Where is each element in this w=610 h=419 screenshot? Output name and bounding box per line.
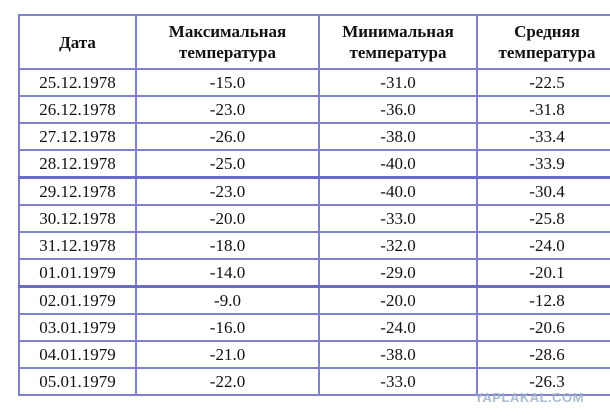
table-row: 26.12.1978 -23.0 -36.0 -31.8 (18, 95, 610, 124)
cell-avg: -31.8 (476, 95, 610, 124)
header-max-line2: температура (179, 43, 276, 62)
header-date: Дата (18, 14, 137, 70)
cell-date: 04.01.1979 (18, 340, 137, 369)
cell-min: -38.0 (318, 340, 478, 369)
cell-max: -14.0 (135, 258, 320, 288)
header-max-line1: Максимальная (168, 22, 287, 41)
cell-max: -23.0 (135, 176, 320, 206)
cell-date: 05.01.1979 (18, 367, 137, 396)
cell-avg: -33.9 (476, 149, 610, 179)
cell-min: -40.0 (318, 149, 478, 179)
cell-max: -16.0 (135, 313, 320, 342)
table-row: 28.12.1978 -25.0 -40.0 -33.9 (18, 149, 610, 179)
header-date-label: Дата (59, 32, 96, 52)
cell-date: 01.01.1979 (18, 258, 137, 288)
cell-date: 26.12.1978 (18, 95, 137, 124)
cell-min: -38.0 (318, 122, 478, 151)
cell-min: -24.0 (318, 313, 478, 342)
cell-max: -9.0 (135, 285, 320, 315)
header-avg-line1: Средняя (514, 22, 580, 41)
cell-date: 25.12.1978 (18, 68, 137, 97)
header-min-line2: температура (349, 43, 447, 62)
cell-max: -23.0 (135, 95, 320, 124)
cell-min: -29.0 (318, 258, 478, 288)
table-row: 29.12.1978 -23.0 -40.0 -30.4 (18, 176, 610, 206)
cell-avg: -28.6 (476, 340, 610, 369)
cell-min: -33.0 (318, 367, 478, 396)
cell-max: -18.0 (135, 231, 320, 260)
header-min-temperature: Минимальная температура (318, 14, 478, 70)
header-avg-line2: температура (498, 43, 596, 62)
cell-max: -25.0 (135, 149, 320, 179)
header-avg-temperature: Средняя температура (476, 14, 610, 70)
table-row: 30.12.1978 -20.0 -33.0 -25.8 (18, 204, 610, 233)
cell-min: -20.0 (318, 285, 478, 315)
cell-max: -15.0 (135, 68, 320, 97)
cell-date: 29.12.1978 (18, 176, 137, 206)
cell-min: -36.0 (318, 95, 478, 124)
cell-max: -26.0 (135, 122, 320, 151)
cell-avg: -33.4 (476, 122, 610, 151)
cell-min: -40.0 (318, 176, 478, 206)
table-header-row: Дата Максимальная температура Минимальная… (18, 14, 610, 70)
cell-avg: -20.1 (476, 258, 610, 288)
cell-date: 31.12.1978 (18, 231, 137, 260)
cell-min: -32.0 (318, 231, 478, 260)
table-row: 01.01.1979 -14.0 -29.0 -20.1 (18, 258, 610, 288)
cell-max: -22.0 (135, 367, 320, 396)
site-watermark: YAPLAKAL.COM (474, 390, 584, 405)
temperature-table-container: Дата Максимальная температура Минимальная… (18, 14, 610, 396)
cell-min: -33.0 (318, 204, 478, 233)
table-row: 02.01.1979 -9.0 -20.0 -12.8 (18, 285, 610, 315)
table-row: 27.12.1978 -26.0 -38.0 -33.4 (18, 122, 610, 151)
cell-max: -20.0 (135, 204, 320, 233)
cell-date: 30.12.1978 (18, 204, 137, 233)
cell-date: 27.12.1978 (18, 122, 137, 151)
table-row: 03.01.1979 -16.0 -24.0 -20.6 (18, 313, 610, 342)
temperature-table: Дата Максимальная температура Минимальная… (18, 14, 610, 396)
cell-date: 28.12.1978 (18, 149, 137, 179)
cell-date: 03.01.1979 (18, 313, 137, 342)
header-max-temperature: Максимальная температура (135, 14, 320, 70)
table-row: 05.01.1979 -22.0 -33.0 -26.3 (18, 367, 610, 396)
cell-avg: -30.4 (476, 176, 610, 206)
cell-avg: -25.8 (476, 204, 610, 233)
cell-avg: -24.0 (476, 231, 610, 260)
table-row: 25.12.1978 -15.0 -31.0 -22.5 (18, 68, 610, 97)
header-min-line1: Минимальная (342, 22, 454, 41)
cell-avg: -22.5 (476, 68, 610, 97)
cell-max: -21.0 (135, 340, 320, 369)
cell-min: -31.0 (318, 68, 478, 97)
table-row: 31.12.1978 -18.0 -32.0 -24.0 (18, 231, 610, 260)
cell-avg: -20.6 (476, 313, 610, 342)
cell-avg: -12.8 (476, 285, 610, 315)
table-row: 04.01.1979 -21.0 -38.0 -28.6 (18, 340, 610, 369)
cell-date: 02.01.1979 (18, 285, 137, 315)
cell-avg: -26.3 (476, 367, 610, 396)
